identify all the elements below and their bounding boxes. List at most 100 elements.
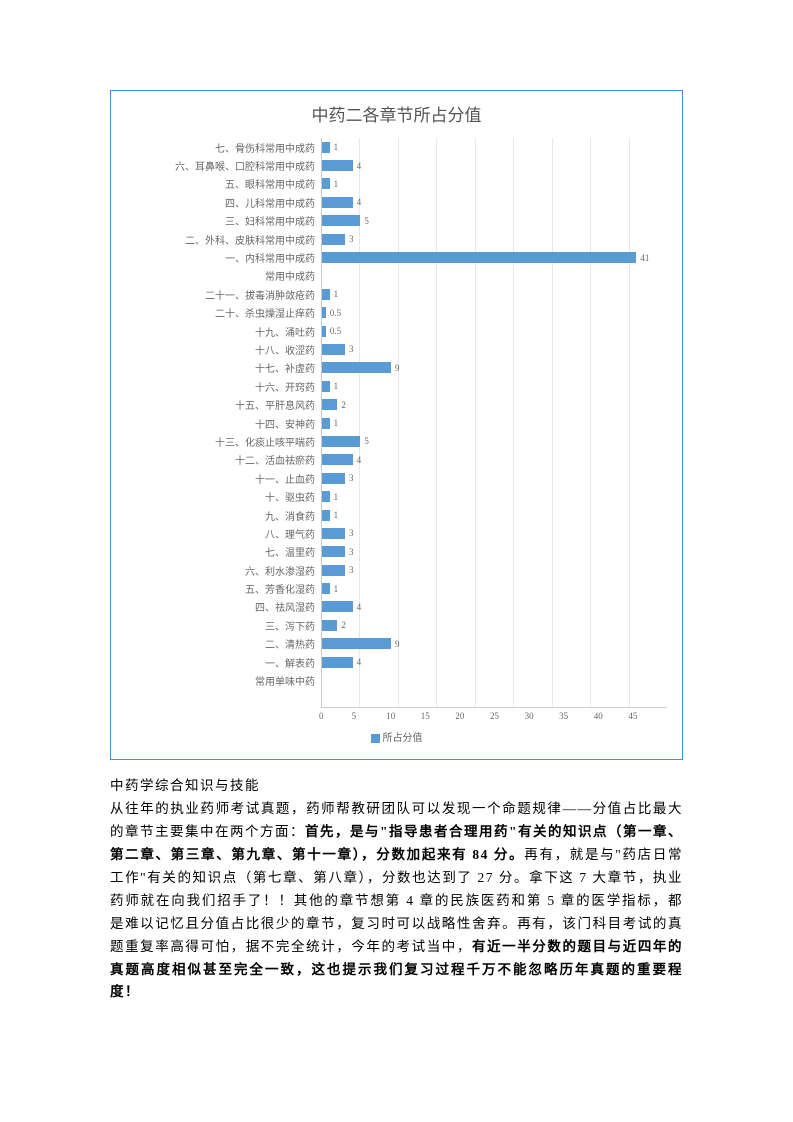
- x-tick: 30: [525, 711, 560, 721]
- x-tick: 25: [490, 711, 525, 721]
- x-tick: 10: [386, 711, 421, 721]
- bar-value-label: 3: [349, 565, 354, 575]
- chart-body: 七、骨伤科常用中成药六、耳鼻喉、口腔科常用中成药五、眼科常用中成药四、儿科常用中…: [126, 138, 667, 708]
- bar: [322, 307, 326, 318]
- bar-row: 3: [322, 561, 667, 579]
- text-heading: 中药学综合知识与技能: [110, 775, 683, 798]
- bar-value-label: 41: [640, 253, 649, 263]
- bar-row: 1: [322, 138, 667, 156]
- y-label: 十三、化痰止咳平喘药: [126, 432, 321, 450]
- x-tick: 40: [594, 711, 629, 721]
- y-label: 常用中成药: [126, 267, 321, 285]
- bar-row: 1: [322, 175, 667, 193]
- bar-value-label: 1: [334, 179, 339, 189]
- bar: [322, 638, 391, 649]
- x-tick: 20: [455, 711, 490, 721]
- bar-value-label: 0.5: [330, 326, 341, 336]
- y-label: 十二、活血祛瘀药: [126, 451, 321, 469]
- bar-value-label: 2: [341, 400, 346, 410]
- bar: [322, 436, 360, 447]
- bar-row: 41: [322, 248, 667, 266]
- bar-row: 1: [322, 487, 667, 505]
- bar: [322, 289, 330, 300]
- chart-y-labels: 七、骨伤科常用中成药六、耳鼻喉、口腔科常用中成药五、眼科常用中成药四、儿科常用中…: [126, 138, 321, 708]
- y-label: 二十一、拔毒消肿敛疮药: [126, 285, 321, 303]
- y-label: 十四、安神药: [126, 414, 321, 432]
- bar-value-label: 1: [334, 418, 339, 428]
- bar-value-label: 3: [349, 547, 354, 557]
- bar-row: 3: [322, 230, 667, 248]
- bar-value-label: 1: [334, 142, 339, 152]
- y-label: 三、妇科常用中成药: [126, 212, 321, 230]
- text-block: 中药学综合知识与技能 从往年的执业药师考试真题，药师帮教研团队可以发现一个命题规…: [110, 775, 683, 1004]
- bar-row: 2: [322, 616, 667, 634]
- y-label: 十八、收涩药: [126, 340, 321, 358]
- bar-row: 1: [322, 506, 667, 524]
- bar: [322, 344, 345, 355]
- bar-value-label: 1: [334, 381, 339, 391]
- bar-value-label: 3: [349, 473, 354, 483]
- bar: [322, 491, 330, 502]
- bar-row: 1: [322, 579, 667, 597]
- bar-row: 4: [322, 156, 667, 174]
- bar-value-label: 1: [334, 510, 339, 520]
- bar: [322, 620, 337, 631]
- legend-label: 所占分值: [383, 733, 423, 744]
- bar-value-label: 1: [334, 584, 339, 594]
- bar-row: 9: [322, 635, 667, 653]
- y-label: 四、祛风湿药: [126, 598, 321, 616]
- bar: [322, 418, 330, 429]
- y-label: 三、泻下药: [126, 616, 321, 634]
- y-label: 十五、平肝息风药: [126, 395, 321, 413]
- y-label: 五、眼科常用中成药: [126, 175, 321, 193]
- bar-value-label: 3: [349, 234, 354, 244]
- chart-x-axis: 051015202530354045: [321, 708, 667, 721]
- bar-row: 3: [322, 543, 667, 561]
- bar: [322, 583, 330, 594]
- bar-row: 5: [322, 212, 667, 230]
- bar-value-label: 4: [357, 197, 362, 207]
- bar-row: [322, 671, 667, 689]
- bar-row: 4: [322, 193, 667, 211]
- y-label: 二、清热药: [126, 635, 321, 653]
- bar: [322, 601, 353, 612]
- chart-bars: 1414534110.50.5391215431133314294: [322, 138, 667, 707]
- bar: [322, 454, 353, 465]
- text-p1c: 再有，就是与"药店日常工作"有关的知识点（第七章、第八章），分数也达到了 27 …: [110, 847, 683, 954]
- bar-value-label: 9: [395, 363, 400, 373]
- y-label: 十九、涌吐药: [126, 322, 321, 340]
- bar: [322, 215, 360, 226]
- bar-row: 1: [322, 377, 667, 395]
- bar-value-label: 5: [364, 216, 369, 226]
- bar: [322, 473, 345, 484]
- bar-row: [322, 267, 667, 285]
- bar-value-label: 1: [334, 289, 339, 299]
- bar-value-label: 0.5: [330, 308, 341, 318]
- bar: [322, 546, 345, 557]
- bar-value-label: 4: [357, 161, 362, 171]
- y-label: 一、解表药: [126, 653, 321, 671]
- bar: [322, 565, 345, 576]
- y-label: 四、儿科常用中成药: [126, 193, 321, 211]
- x-tick: 15: [421, 711, 456, 721]
- y-label: 二、外科、皮肤科常用中成药: [126, 230, 321, 248]
- chart-container: 中药二各章节所占分值 七、骨伤科常用中成药六、耳鼻喉、口腔科常用中成药五、眼科常…: [110, 90, 683, 760]
- bar-value-label: 4: [357, 657, 362, 667]
- bar: [322, 197, 353, 208]
- y-label: 八、理气药: [126, 524, 321, 542]
- y-label: 十、驱虫药: [126, 487, 321, 505]
- bar: [322, 234, 345, 245]
- y-label: 十七、补虚药: [126, 359, 321, 377]
- bar-row: 3: [322, 340, 667, 358]
- legend-marker-icon: [371, 734, 380, 743]
- bar: [322, 381, 330, 392]
- bar-value-label: 4: [357, 455, 362, 465]
- y-label: 常用单味中药: [126, 671, 321, 689]
- bar-row: 0.5: [322, 322, 667, 340]
- bar: [322, 510, 330, 521]
- chart-legend: 所占分值: [126, 729, 667, 744]
- y-label: 九、消食药: [126, 506, 321, 524]
- bar-value-label: 1: [334, 492, 339, 502]
- bar-row: 4: [322, 653, 667, 671]
- bar-value-label: 4: [357, 602, 362, 612]
